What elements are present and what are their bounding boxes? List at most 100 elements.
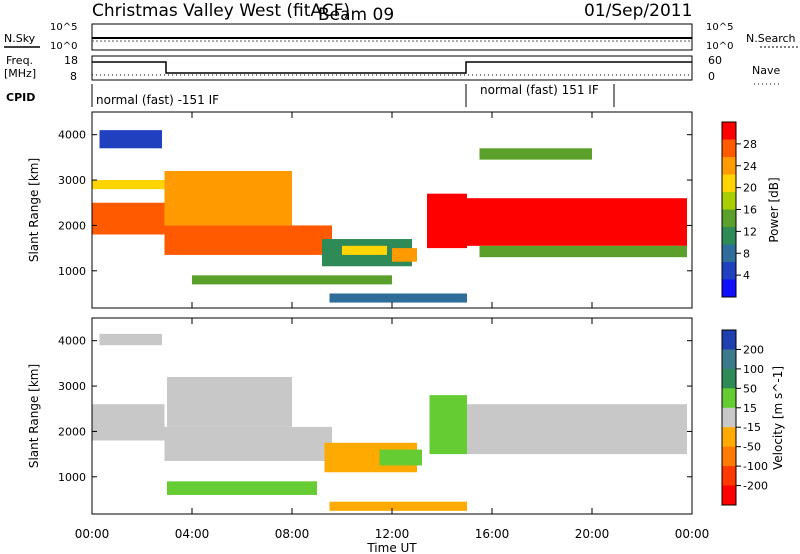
velocity-colorbar-tick-label: -50 <box>743 441 761 454</box>
power-region-5 <box>192 275 392 285</box>
velocity-ytick-label: 2000 <box>58 425 86 438</box>
power-colorbar-tick-label: 8 <box>743 247 750 260</box>
power-colorbar-cell <box>722 279 736 298</box>
frequency-trace <box>92 61 692 74</box>
cpid-label: CPID <box>6 91 35 104</box>
velocity-colorbar-label: Velocity [m s^-1] <box>771 366 785 470</box>
velocity-colorbar-cell <box>722 427 736 448</box>
power-ytick-label: 2000 <box>58 219 86 232</box>
velocity-region-2 <box>167 376 292 427</box>
power-colorbar-cell <box>722 192 736 210</box>
power-y-axis-label: Slant Range [km] <box>27 158 41 262</box>
velocity-colorbar-cell <box>722 466 736 487</box>
beam-label: Beam 09 <box>318 5 394 25</box>
noise-tick-high-left: 10^5 <box>50 22 77 33</box>
noise-tick-high-right: 10^5 <box>706 22 733 33</box>
x-tick-label: 08:00 <box>275 527 310 541</box>
power-region-7 <box>342 245 387 255</box>
nsearch-label: N.Search <box>746 32 796 45</box>
velocity-colorbar-cell <box>722 349 736 370</box>
cpid-segment-2: normal (fast) 151 IF <box>480 83 599 97</box>
velocity-region-6 <box>429 395 467 455</box>
power-colorbar-tick-label: 16 <box>743 204 757 217</box>
x-tick-label: 16:00 <box>475 527 510 541</box>
velocity-colorbar-cell <box>722 368 736 389</box>
x-tick-label: 04:00 <box>175 527 210 541</box>
power-region-12 <box>329 293 467 303</box>
velocity-colorbar-tick-label: 100 <box>743 363 764 376</box>
power-colorbar-cell <box>722 227 736 245</box>
nave-tick-low: 0 <box>708 70 715 83</box>
velocity-colorbar: 200 100 50 15 -15 -50 -100 -200 Velocity [m s^-… <box>721 329 785 506</box>
velocity-ytick-label: 3000 <box>58 380 86 393</box>
noise-panel: 10^5 10^0 10^5 10^0 N.Sky N.Search <box>4 22 798 52</box>
power-region-2 <box>99 130 162 149</box>
velocity-region-8 <box>329 501 467 511</box>
power-colorbar-cell <box>722 139 736 158</box>
x-tick-label: 00:00 <box>675 527 710 541</box>
power-panel: 4000 3000 2000 1000 Slant Range [km] <box>27 111 693 309</box>
velocity-colorbar-tick-label: 200 <box>743 343 764 356</box>
freq-tick-low: 8 <box>70 70 77 83</box>
velocity-region-3 <box>167 481 317 495</box>
velocity-colorbar-tick-label: -200 <box>743 480 768 493</box>
power-colorbar-cell <box>722 262 736 280</box>
power-colorbar-tick-label: 24 <box>743 160 757 173</box>
power-colorbar-tick-label: 20 <box>743 182 757 195</box>
x-tick-label: 12:00 <box>375 527 410 541</box>
power-ytick-label: 1000 <box>58 265 86 278</box>
power-region-9 <box>427 193 467 249</box>
frequency-panel: Freq. [MHz] 18 8 60 0 Nave <box>4 54 780 85</box>
velocity-colorbar-tick-label: 15 <box>743 402 757 415</box>
x-axis-label: Time UT <box>366 541 417 554</box>
station-title: Christmas Valley West (fitACF) <box>92 1 350 21</box>
noise-tick-low-right: 10^0 <box>706 41 733 52</box>
velocity-colorbar-cell <box>722 407 736 428</box>
velocity-region-0 <box>92 404 165 441</box>
velocity-colorbar-cell <box>722 485 736 506</box>
velocity-region-5 <box>379 449 422 466</box>
velocity-ytick-label: 4000 <box>58 335 86 348</box>
velocity-panel: 4000 3000 2000 1000 Slant Range [km] <box>27 317 693 515</box>
cpid-panel: CPID normal (fast) -151 IF normal (fast)… <box>6 83 615 107</box>
power-colorbar-cell <box>722 174 736 193</box>
power-region-4 <box>164 170 292 226</box>
power-region-10 <box>467 198 687 246</box>
nave-tick-high: 60 <box>708 54 722 67</box>
power-region-13 <box>479 148 592 160</box>
velocity-colorbar-tick-label: -15 <box>743 421 761 434</box>
nsky-label: N.Sky <box>4 32 36 45</box>
velocity-colorbar-tick-label: 50 <box>743 382 757 395</box>
power-colorbar-tick-label: 28 <box>743 138 757 151</box>
x-tick-label: 00:00 <box>75 527 110 541</box>
power-colorbar-cell <box>722 122 736 140</box>
date-label: 01/Sep/2011 <box>584 1 692 21</box>
x-tick-label: 20:00 <box>575 527 610 541</box>
power-colorbar-tick-label: 12 <box>743 225 757 238</box>
freq-label: Freq. <box>6 54 33 67</box>
velocity-y-axis-label: Slant Range [km] <box>27 364 41 468</box>
power-region-0 <box>92 202 165 235</box>
noise-tick-low-left: 10^0 <box>50 41 77 52</box>
velocity-ytick-label: 1000 <box>58 471 86 484</box>
freq-unit: [MHz] <box>4 67 36 80</box>
velocity-colorbar-cell <box>722 388 736 409</box>
freq-tick-high: 18 <box>64 54 78 67</box>
power-ytick-label: 3000 <box>58 174 86 187</box>
power-colorbar-label: Power [dB] <box>767 177 781 242</box>
power-colorbar: 28 24 20 16 12 8 4 Power [dB] <box>721 121 781 298</box>
power-colorbar-tick-label: 4 <box>743 269 750 282</box>
velocity-colorbar-tick-label: -100 <box>743 460 768 473</box>
cpid-segment-1: normal (fast) -151 IF <box>96 93 219 107</box>
power-region-1 <box>92 180 165 190</box>
velocity-region-1 <box>164 426 332 461</box>
power-colorbar-cell <box>722 244 736 263</box>
velocity-region-7 <box>467 404 687 455</box>
power-region-3 <box>164 225 332 255</box>
power-ytick-label: 4000 <box>58 129 86 142</box>
power-region-11 <box>479 245 687 258</box>
nave-label: Nave <box>752 64 780 77</box>
power-colorbar-cell <box>722 209 736 228</box>
velocity-region-9 <box>99 333 162 346</box>
